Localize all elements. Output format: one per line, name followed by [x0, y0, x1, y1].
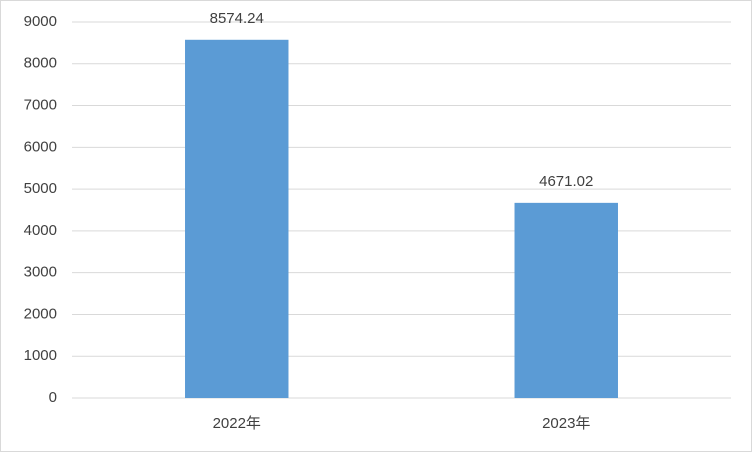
- y-tick-label: 0: [49, 389, 57, 406]
- y-tick-label: 7000: [24, 97, 57, 114]
- y-tick-label: 9000: [24, 13, 57, 30]
- y-tick-label: 5000: [24, 180, 57, 197]
- y-tick-label: 6000: [24, 138, 57, 155]
- x-tick-label: 2022年: [213, 415, 261, 432]
- y-tick-label: 2000: [24, 305, 57, 322]
- y-tick-label: 4000: [24, 222, 57, 239]
- data-label: 4671.02: [539, 173, 593, 190]
- y-tick-label: 3000: [24, 264, 57, 281]
- data-label: 8574.24: [210, 10, 264, 27]
- x-tick-label: 2023年: [542, 415, 590, 432]
- bar: [514, 202, 618, 398]
- y-tick-label: 1000: [24, 347, 57, 364]
- bar: [185, 39, 289, 399]
- y-tick-label: 8000: [24, 55, 57, 72]
